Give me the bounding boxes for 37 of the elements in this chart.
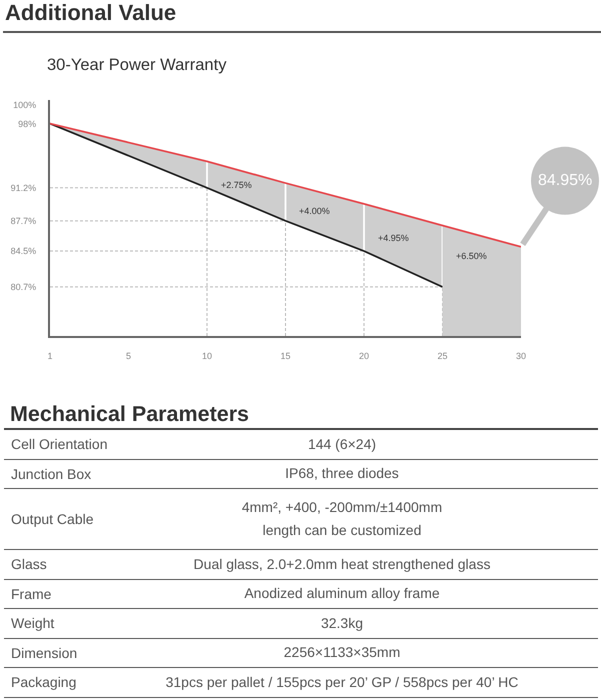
annotation: +4.95% bbox=[378, 233, 409, 243]
y-tick-label: 98% bbox=[18, 118, 36, 129]
category-label: Weight bbox=[10, 615, 56, 632]
category-label: Cell Orientation bbox=[10, 436, 108, 452]
annotation: 84.95% bbox=[538, 172, 592, 189]
text: 2256×1133×35mm bbox=[282, 643, 402, 662]
x-tick-label: 20 bbox=[358, 350, 370, 361]
x-tick-label: 25 bbox=[437, 350, 448, 361]
text: 4mm², +400, -200mm/±1400mm length can be customized bbox=[240, 498, 444, 540]
text: Dual glass, 2.0+2.0mm heat strengthened glass bbox=[192, 554, 492, 574]
x-tick-label: 15 bbox=[280, 350, 291, 361]
x-tick-label: 1 bbox=[47, 350, 53, 361]
y-tick-label: 100% bbox=[13, 100, 36, 110]
annotation: +6.50% bbox=[456, 251, 487, 261]
text: Mechanical Parameters bbox=[10, 402, 250, 426]
annotation: +2.75% bbox=[221, 180, 252, 190]
category-label: Junction Box bbox=[10, 466, 92, 482]
text: 32.3kg bbox=[320, 614, 364, 633]
annotation: +4.00% bbox=[299, 206, 330, 216]
x-tick-label: 10 bbox=[202, 350, 212, 361]
x-tick-label: 5 bbox=[126, 350, 132, 361]
text: 144 (6×24) bbox=[306, 434, 378, 454]
chart-title: Additional Value bbox=[5, 0, 176, 26]
y-tick-label: 87.7% bbox=[10, 216, 36, 226]
category-label: Frame bbox=[10, 586, 52, 602]
text: Anodized aluminum alloy frame bbox=[243, 584, 441, 604]
category-label: Output Cable bbox=[10, 511, 94, 527]
category-label: Dimension bbox=[10, 644, 78, 661]
text: 31pcs per pallet / 155pcs per 20’ GP / 558pcs per 40’ HC bbox=[164, 672, 520, 692]
chart-subtitle: 30-Year Power Warranty bbox=[47, 56, 226, 75]
y-tick-label: 80.7% bbox=[10, 282, 36, 292]
x-tick-label: 30 bbox=[516, 350, 526, 361]
y-tick-label: 84.5% bbox=[10, 246, 36, 256]
category-label: Glass bbox=[10, 556, 48, 572]
y-tick-label: 91.2% bbox=[10, 182, 36, 193]
category-label: Packaging bbox=[10, 674, 78, 690]
text: IP68, three diodes bbox=[284, 464, 400, 484]
